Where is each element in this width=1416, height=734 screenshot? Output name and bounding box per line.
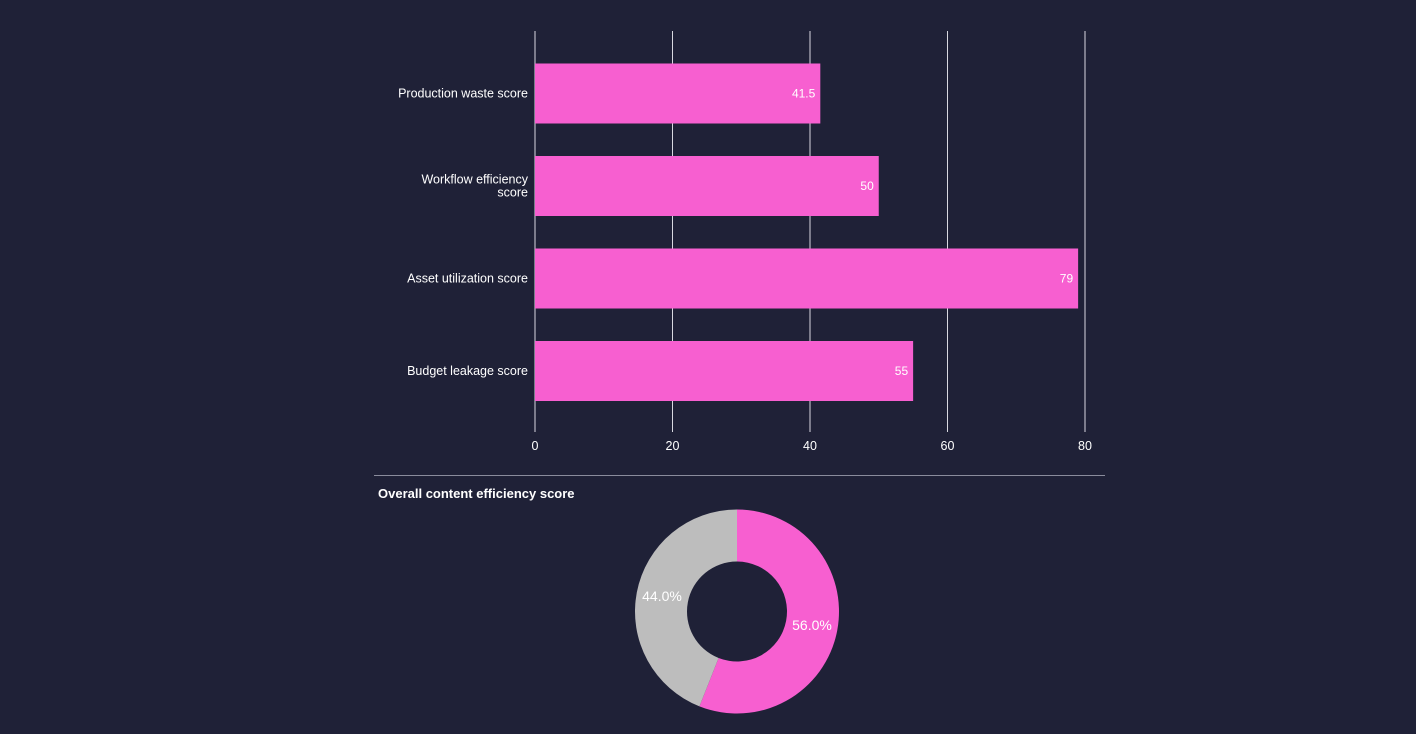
bar-chart-category-labels: Production waste score Workflow efficienc…: [398, 87, 529, 379]
category-label: Budget leakage score: [407, 364, 528, 378]
donut-slice-label: 44.0%: [642, 588, 682, 604]
category-label: Production waste score: [398, 87, 528, 101]
bar-value-label: 41.5: [792, 87, 816, 101]
bar: [535, 63, 821, 124]
bar: [535, 156, 879, 216]
bar-value-label: 55: [895, 364, 909, 378]
donut-slice: [699, 509, 840, 714]
bar-chart: 41.5 50 79 55 Production waste score Workflo…: [398, 31, 1092, 453]
x-tick-label: 60: [941, 439, 955, 453]
section-divider: [374, 475, 1105, 476]
donut-chart-title: Overall content efficiency score: [378, 486, 575, 501]
category-label: Workflow efficiency: [421, 173, 528, 187]
donut-chart-labels: 56.0% 44.0%: [642, 588, 832, 633]
donut-chart-slices: [635, 509, 840, 714]
x-tick-label: 40: [803, 439, 817, 453]
x-tick-label: 80: [1078, 439, 1092, 453]
bar-value-label: 79: [1060, 272, 1074, 286]
bar-chart-x-tick-labels: 0 20 40 60 80: [532, 439, 1092, 453]
bar: [535, 341, 914, 401]
donut-slice: [635, 509, 737, 707]
bar: [535, 248, 1079, 309]
category-label: score: [497, 186, 528, 200]
category-label: Asset utilization score: [407, 272, 528, 286]
donut-slice-label: 56.0%: [792, 617, 832, 633]
bar-value-label: 50: [860, 179, 874, 193]
x-tick-label: 0: [532, 439, 539, 453]
bar-chart-bars: 41.5 50 79 55: [535, 63, 1079, 401]
x-tick-label: 20: [666, 439, 680, 453]
